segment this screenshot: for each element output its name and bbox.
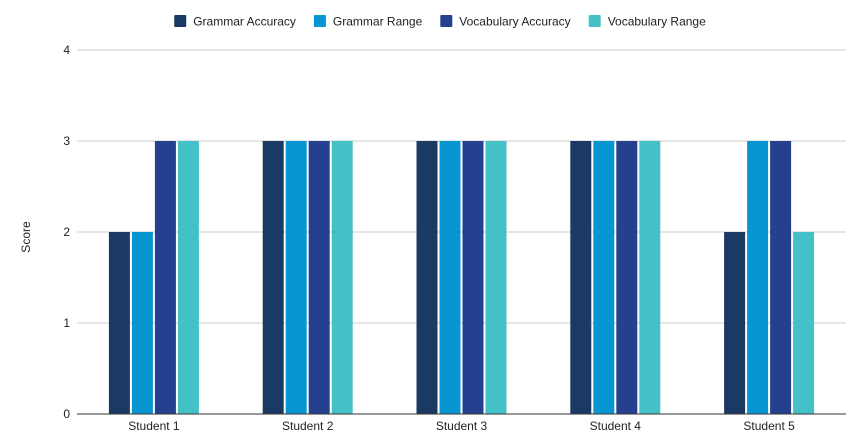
bar-grammar-range-student-2	[285, 141, 307, 414]
legend-item: Vocabulary Range	[588, 15, 706, 29]
bars	[108, 141, 815, 414]
bar-vocabulary-accuracy-student-2	[308, 141, 330, 414]
bar-grammar-accuracy-student-4	[570, 141, 592, 414]
bar-vocabulary-range-student-2	[331, 141, 353, 414]
y-tick-label: 4	[63, 43, 70, 57]
bar-vocabulary-range-student-1	[177, 141, 199, 414]
legend-swatch	[313, 15, 326, 27]
bar-vocabulary-range-student-5	[793, 232, 815, 414]
legend-swatch	[174, 15, 187, 27]
bar-vocabulary-range-student-4	[639, 141, 661, 414]
gridlines	[77, 49, 846, 324]
bar-grammar-range-student-3	[439, 141, 461, 414]
bar-vocabulary-accuracy-student-1	[154, 141, 176, 414]
y-tick-label: 2	[63, 225, 70, 239]
bar-vocabulary-accuracy-student-5	[770, 141, 792, 414]
bar-vocabulary-range-student-3	[485, 141, 507, 414]
x-tick-label: Student 2	[282, 419, 334, 433]
legend-item: Vocabulary Accuracy	[440, 15, 571, 29]
bar-vocabulary-accuracy-student-3	[462, 141, 484, 414]
legend-label: Vocabulary Accuracy	[459, 15, 570, 29]
x-axis-ticks: Student 1 Student 2 Student 3 Student 4 Stud…	[128, 419, 795, 433]
bar-grammar-range-student-4	[593, 141, 615, 414]
legend-label: Grammar Range	[333, 15, 423, 29]
legend: Grammar Accuracy Grammar Range Vocabulary …	[174, 15, 706, 29]
bar-grammar-accuracy-student-3	[416, 141, 438, 414]
bar-grammar-range-student-5	[747, 141, 769, 414]
legend-label: Vocabulary Range	[608, 15, 706, 29]
x-tick-label: Student 3	[436, 419, 488, 433]
y-tick-label: 1	[63, 316, 70, 330]
bar-grammar-range-student-1	[131, 232, 153, 414]
x-tick-label: Student 5	[743, 419, 795, 433]
legend-swatch	[588, 15, 601, 27]
legend-label: Grammar Accuracy	[193, 15, 296, 29]
y-axis-ticks: 0 1 2 3 4	[63, 43, 70, 421]
y-tick-label: 3	[63, 134, 70, 148]
bar-grammar-accuracy-student-5	[724, 232, 746, 414]
legend-item: Grammar Range	[313, 15, 423, 29]
bar-vocabulary-accuracy-student-4	[616, 141, 638, 414]
y-tick-label: 0	[63, 407, 70, 421]
x-tick-label: Student 1	[128, 419, 180, 433]
y-axis-label: Score	[19, 221, 33, 253]
bar-grammar-accuracy-student-2	[262, 141, 284, 414]
legend-item: Grammar Accuracy	[174, 15, 296, 29]
x-tick-label: Student 4	[590, 419, 642, 433]
legend-swatch	[440, 15, 453, 27]
bar-grammar-accuracy-student-1	[108, 232, 130, 414]
